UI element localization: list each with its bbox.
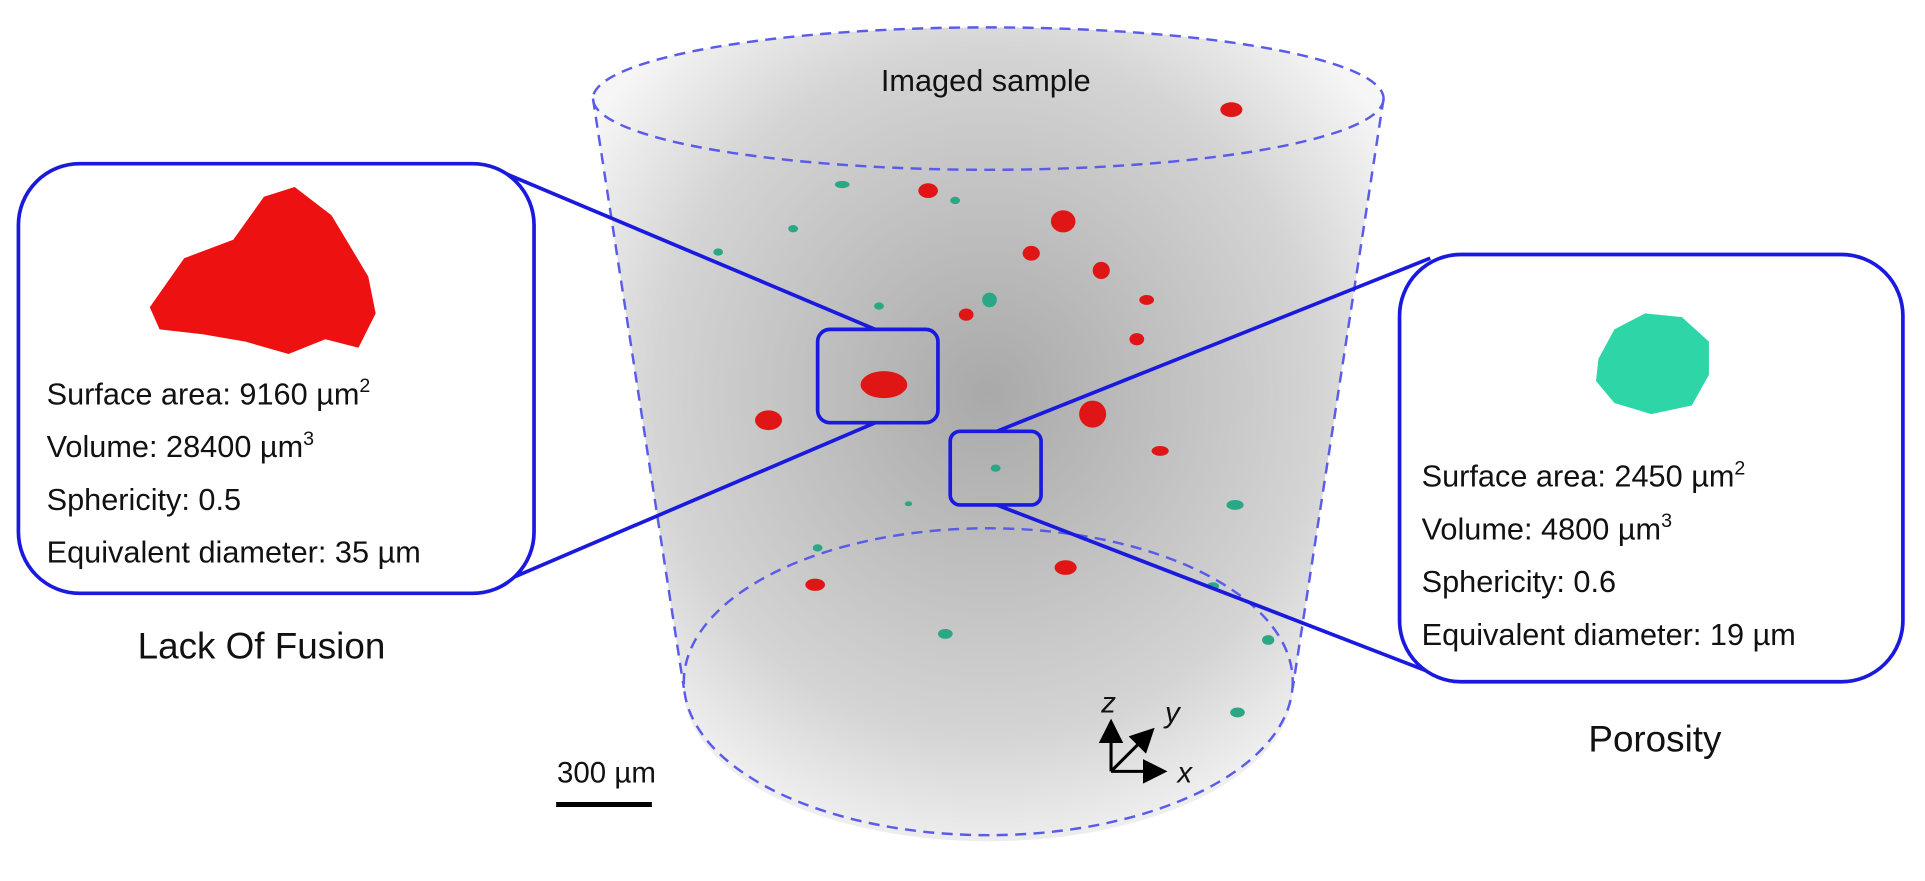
defects	[713, 102, 1275, 718]
lack-of-fusion-title: Lack Of Fusion	[138, 625, 386, 666]
stat-line: Volume: 4800 µm3	[1422, 510, 1672, 546]
stat-line: Sphericity: 0.6	[1422, 564, 1616, 599]
stat-line: Equivalent diameter: 19 µm	[1422, 617, 1796, 652]
stat-text: Surface area: 9160 µm	[47, 376, 360, 411]
lack-of-fusion-defect	[149, 186, 376, 354]
side-line	[591, 98, 686, 689]
stat-line: Volume: 28400 µm3	[47, 428, 315, 464]
callouts	[16, 161, 1905, 684]
side-line	[1291, 98, 1385, 689]
axis-y: y	[1163, 696, 1182, 729]
sample-label: Imaged sample	[881, 63, 1091, 98]
superscript: 2	[1734, 457, 1745, 479]
porosity-title: Porosity	[1588, 719, 1722, 760]
stat-text: Volume: 28400 µm	[47, 429, 304, 464]
axis-x: x	[1175, 756, 1193, 789]
axis-z: z	[1100, 686, 1116, 719]
porosity-defect	[1595, 313, 1709, 415]
axes-triad	[1098, 718, 1168, 784]
stat-text: Sphericity: 0.5	[47, 482, 241, 517]
superscript: 3	[1661, 510, 1672, 532]
stat-text: Volume: 4800 µm	[1422, 511, 1661, 546]
stat-text: Equivalent diameter: 19 µm	[1422, 617, 1796, 652]
stat-line: Surface area: 2450 µm2	[1422, 457, 1746, 493]
stat-text: Equivalent diameter: 35 µm	[47, 535, 421, 570]
stat-line: Sphericity: 0.5	[47, 482, 241, 517]
stat-text: Sphericity: 0.6	[1422, 564, 1616, 599]
stat-text: Surface area: 2450 µm	[1422, 459, 1735, 494]
stat-line: Surface area: 9160 µm2	[47, 375, 371, 411]
lack-of-fusion-stats: Surface area: 9160 µm2 Volume: 28400 µm3 S…	[47, 375, 421, 570]
superscript: 2	[359, 375, 370, 397]
porosity-stats: Surface area: 2450 µm2 Volume: 4800 µm3 Sp…	[1422, 457, 1796, 652]
scale-bar-label: 300 µm	[557, 756, 656, 789]
stat-line: Equivalent diameter: 35 µm	[47, 535, 421, 570]
superscript: 3	[303, 428, 314, 450]
